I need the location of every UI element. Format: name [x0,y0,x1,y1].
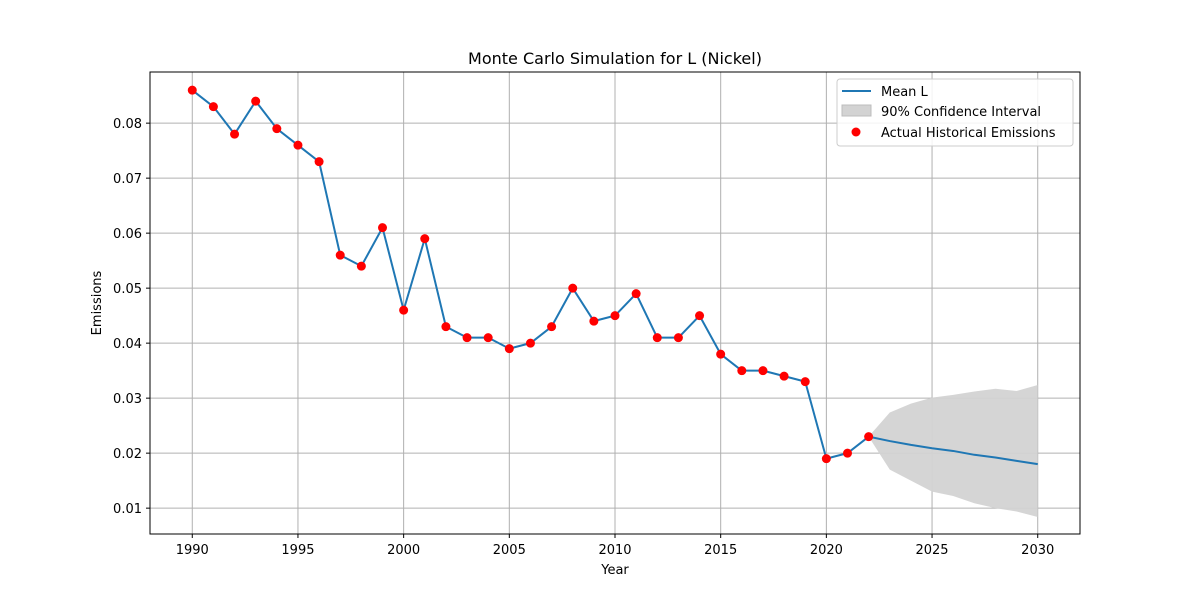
y-axis-ticks: 0.01 0.02 0.03 0.04 0.05 0.06 0.07 0.08 [113,117,150,517]
y-tick-label: 0.07 [113,172,142,187]
historical-point [779,371,789,381]
historical-point [800,377,810,387]
legend-label-mean: Mean L [881,85,929,100]
historical-point [293,140,303,150]
x-tick-label: 2030 [1021,543,1054,558]
historical-point [525,338,535,348]
x-tick-label: 2020 [810,543,843,558]
historical-point [610,311,620,321]
x-tick-label: 2000 [387,543,420,558]
y-axis-label: Emissions [90,270,105,335]
historical-point [462,333,472,343]
historical-point [843,448,852,458]
historical-point [568,283,578,293]
historical-point [737,366,747,376]
legend: Mean L 90% Confidence Interval Actual Hi… [836,78,1074,147]
y-tick-label: 0.03 [113,392,142,407]
y-tick-label: 0.04 [113,337,142,352]
historical-point [378,223,387,233]
historical-point [483,333,493,343]
historical-point [399,305,409,315]
historical-point [441,322,451,332]
historical-point [504,344,514,354]
legend-label-confidence: 90% Confidence Interval [881,105,1041,120]
historical-point [335,250,345,260]
historical-point [631,289,641,299]
x-axis-ticks: 1990 1995 2000 2005 2010 2015 2020 2025 2030 [176,534,1054,558]
y-tick-label: 0.05 [113,282,142,297]
x-axis-label: Year [600,563,629,578]
historical-point [356,261,366,271]
x-tick-label: 2005 [493,543,526,558]
y-tick-label: 0.06 [113,227,142,242]
historical-point [695,311,705,321]
x-tick-label: 1995 [281,543,314,558]
historical-point [208,102,218,112]
chart-title: Monte Carlo Simulation for L (Nickel) [468,49,762,68]
legend-label-historical: Actual Historical Emissions [881,126,1056,141]
y-tick-label: 0.02 [113,447,142,462]
historical-point [314,157,324,167]
historical-point [589,316,599,326]
historical-point [716,349,726,359]
x-tick-label: 2025 [915,543,948,558]
x-tick-label: 1990 [176,543,209,558]
historical-point [251,96,261,106]
historical-point [230,129,240,139]
historical-point [547,322,557,332]
x-tick-label: 2010 [598,543,631,558]
x-tick-label: 2015 [704,543,737,558]
legend-historical-swatch [851,127,861,137]
historical-point [758,366,768,376]
historical-point [420,234,430,244]
legend-confidence-swatch [841,104,872,117]
historical-point [272,124,282,134]
historical-points-layer [187,85,874,464]
historical-point [673,333,683,343]
historical-point [187,85,197,95]
y-tick-label: 0.01 [113,502,142,517]
historical-point [652,333,662,343]
historical-point [821,454,831,464]
legend-box [836,78,1074,147]
historical-point [864,432,874,442]
y-tick-label: 0.08 [113,117,142,132]
